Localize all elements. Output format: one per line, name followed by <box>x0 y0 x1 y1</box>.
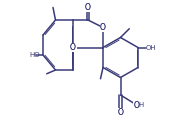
Text: O: O <box>118 108 123 117</box>
Text: O: O <box>85 3 91 12</box>
Text: O: O <box>134 100 140 110</box>
Bar <box>133 102 140 108</box>
Bar <box>84 4 92 11</box>
Text: O: O <box>100 23 106 32</box>
Text: O: O <box>100 23 106 32</box>
Text: O: O <box>118 108 123 117</box>
Text: O: O <box>85 3 91 12</box>
Text: O: O <box>70 43 76 52</box>
Text: H: H <box>139 102 144 108</box>
Text: O: O <box>70 43 76 52</box>
Bar <box>117 109 124 116</box>
Text: OH: OH <box>146 44 157 51</box>
Bar <box>99 24 106 31</box>
Text: HO: HO <box>30 52 40 58</box>
Text: O: O <box>134 100 140 110</box>
Bar <box>70 44 77 51</box>
